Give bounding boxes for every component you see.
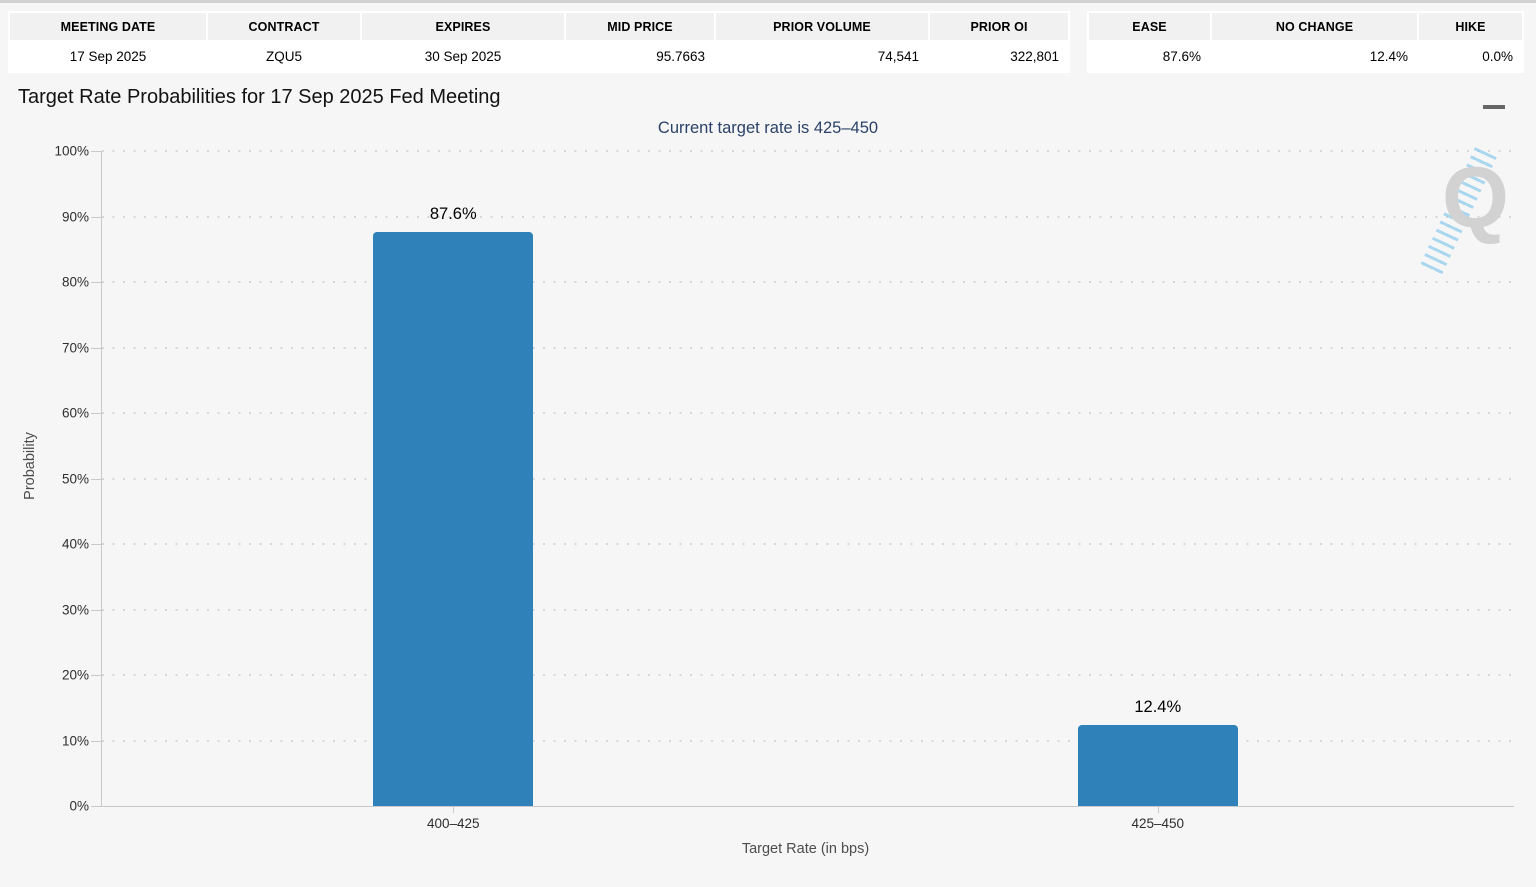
contract-info-table: MEETING DATE CONTRACT EXPIRES MID PRICE PRIO… [8, 11, 1070, 73]
y-tick-90 [91, 216, 101, 218]
x-tick-400–425 [453, 806, 455, 813]
x-axis-label-400–425: 400–425 [426, 816, 480, 831]
contract-table-value-2: 30 Sep 2025 [362, 42, 564, 71]
y-axis-label-60: 60% [61, 405, 89, 421]
chart-title: Target Rate Probabilities for 17 Sep 202… [18, 86, 501, 108]
gridline-30 [102, 608, 1514, 611]
gridline-60 [102, 412, 1514, 414]
bar-425–450[interactable] [1077, 724, 1238, 806]
gridline-80 [102, 281, 1514, 283]
data-label-400–425: 87.6% [429, 205, 477, 224]
contract-table-value-5: 322,801 [930, 42, 1068, 71]
y-tick-70 [91, 347, 101, 349]
action-table-value-1: 12.4% [1212, 42, 1417, 71]
chart-context-menu-button[interactable] [1483, 92, 1507, 112]
rate-action-probability-table: EASE NO CHANGE HIKE 87.6% 12.4% 0.0% [1087, 11, 1524, 73]
y-tick-0 [91, 806, 101, 807]
y-tick-20 [91, 675, 101, 676]
y-tick-10 [91, 740, 101, 742]
x-tick-425–450 [1157, 806, 1159, 813]
contract-table-value-0: 17 Sep 2025 [10, 42, 206, 71]
action-table-value-0: 87.6% [1089, 42, 1210, 71]
contract-table-value-4: 74,541 [716, 42, 928, 71]
top-border-strip [0, 0, 1536, 3]
contract-table-header-0: MEETING DATE [10, 13, 206, 40]
contract-table-value-3: 95.7663 [566, 42, 714, 71]
contract-table-header-2: EXPIRES [362, 13, 564, 40]
y-axis-label-10: 10% [61, 733, 89, 748]
gridline-100 [102, 150, 1514, 152]
x-axis-label-425–450: 425–450 [1131, 816, 1185, 831]
contract-table-header-3: MID PRICE [566, 13, 714, 40]
y-tick-30 [91, 609, 101, 611]
y-axis-label-70: 70% [61, 340, 89, 355]
data-label-425–450: 12.4% [1134, 697, 1182, 716]
watermark-q-letter: Q [1442, 150, 1509, 246]
y-axis-label-20: 20% [61, 667, 89, 683]
action-table-value-2: 0.0% [1419, 42, 1522, 71]
y-axis-label-40: 40% [61, 536, 89, 552]
gridline-90 [102, 215, 1514, 218]
y-axis-label-90: 90% [61, 209, 89, 224]
quikstrike-watermark: Q [1419, 147, 1512, 277]
y-tick-60 [91, 413, 101, 414]
gridline-40 [102, 543, 1514, 545]
action-table-header-2: HIKE [1419, 13, 1522, 40]
y-tick-100 [91, 151, 101, 152]
y-axis-label-0: 0% [69, 798, 89, 814]
gridline-20 [102, 674, 1514, 676]
chart-subtitle: Current target rate is 425–450 [657, 119, 879, 137]
x-axis-title: Target Rate (in bps) [741, 841, 870, 857]
y-axis-label-50: 50% [61, 471, 89, 486]
y-axis-label-30: 30% [61, 602, 89, 617]
gridline-10 [102, 739, 1514, 742]
y-axis-label-80: 80% [61, 274, 89, 290]
y-axis-title: Probability [22, 432, 38, 500]
contract-table-value-1: ZQU5 [208, 42, 360, 71]
action-table-header-0: EASE [1089, 13, 1210, 40]
contract-table-header-5: PRIOR OI [930, 13, 1068, 40]
gridline-50 [102, 477, 1514, 480]
gridline-70 [102, 346, 1514, 349]
contract-table-header-4: PRIOR VOLUME [716, 13, 928, 40]
plot-area: 0% 10% 20% 30% 40% 50% 60% 70% 80% 90% 100% 87.6% 40… [54, 144, 1514, 831]
y-tick-40 [91, 544, 101, 545]
y-tick-80 [91, 282, 101, 283]
action-table-header-1: NO CHANGE [1212, 13, 1417, 40]
x-axis-line [101, 806, 1514, 807]
bar-400–425[interactable] [373, 232, 534, 806]
y-axis-label-100: 100% [54, 143, 89, 159]
y-tick-50 [91, 478, 101, 480]
y-axis-line [101, 151, 102, 807]
contract-table-header-1: CONTRACT [208, 13, 360, 40]
